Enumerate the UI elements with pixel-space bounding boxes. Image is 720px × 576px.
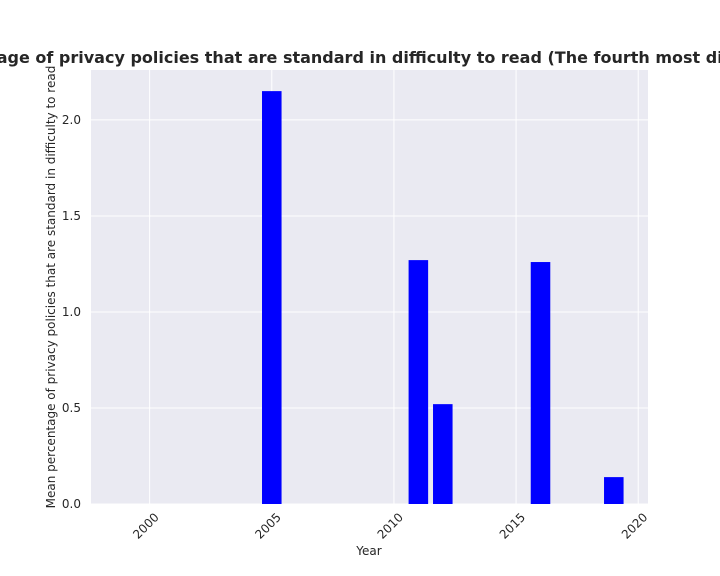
x-tick-label: 2005 bbox=[252, 510, 283, 541]
x-tick-label: 2020 bbox=[619, 510, 650, 541]
bar-2019 bbox=[604, 477, 624, 504]
plot-background bbox=[91, 70, 648, 504]
chart-title: Mean percentage of privacy policies that… bbox=[0, 48, 720, 67]
x-tick-label: 2015 bbox=[497, 510, 528, 541]
y-tick-label: 2.0 bbox=[62, 113, 81, 127]
y-tick-labels: 0.0 0.5 1.0 1.5 2.0 bbox=[62, 113, 81, 511]
y-tick-label: 1.0 bbox=[62, 305, 81, 319]
bar-2011 bbox=[408, 260, 429, 504]
bar-2016 bbox=[530, 262, 551, 504]
x-axis-label: Year bbox=[355, 544, 381, 558]
y-tick-label: 1.5 bbox=[62, 209, 81, 223]
bars bbox=[262, 91, 624, 504]
x-tick-labels: 2000 2005 2010 2015 2020 bbox=[130, 510, 650, 541]
x-tick-label: 2000 bbox=[130, 510, 161, 541]
y-tick-label: 0.5 bbox=[62, 401, 81, 415]
bar-2005 bbox=[262, 91, 282, 504]
bar-2012 bbox=[433, 404, 453, 504]
y-axis-label: Mean percentage of privacy policies that… bbox=[44, 66, 58, 509]
x-tick-label: 2010 bbox=[375, 510, 406, 541]
y-tick-label: 0.0 bbox=[62, 497, 81, 511]
